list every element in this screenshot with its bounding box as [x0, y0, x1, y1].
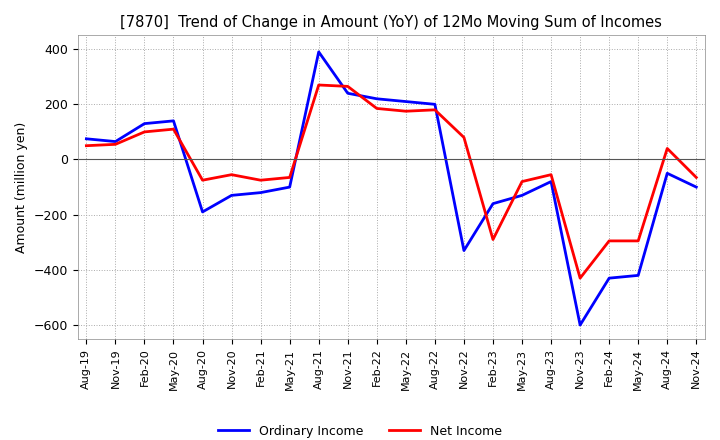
Net Income [634, 238, 642, 243]
Ordinary Income [489, 201, 498, 206]
Ordinary Income [402, 99, 410, 104]
Ordinary Income [372, 96, 381, 102]
Ordinary Income [692, 184, 701, 190]
Net Income [489, 237, 498, 242]
Ordinary Income [82, 136, 91, 141]
Legend: Ordinary Income, Net Income: Ordinary Income, Net Income [213, 420, 507, 440]
Net Income [546, 172, 555, 177]
Line: Ordinary Income: Ordinary Income [86, 52, 696, 325]
Net Income [402, 109, 410, 114]
Ordinary Income [431, 102, 439, 107]
Ordinary Income [285, 184, 294, 190]
Net Income [140, 129, 149, 135]
Net Income [169, 127, 178, 132]
Net Income [372, 106, 381, 111]
Net Income [111, 142, 120, 147]
Net Income [518, 179, 526, 184]
Net Income [576, 275, 585, 281]
Ordinary Income [605, 275, 613, 281]
Ordinary Income [256, 190, 265, 195]
Net Income [459, 135, 468, 140]
Net Income [431, 107, 439, 113]
Net Income [315, 82, 323, 88]
Net Income [605, 238, 613, 243]
Line: Net Income: Net Income [86, 85, 696, 278]
Net Income [663, 146, 672, 151]
Ordinary Income [315, 49, 323, 55]
Ordinary Income [576, 323, 585, 328]
Y-axis label: Amount (million yen): Amount (million yen) [15, 121, 28, 253]
Ordinary Income [228, 193, 236, 198]
Ordinary Income [459, 248, 468, 253]
Ordinary Income [518, 193, 526, 198]
Net Income [343, 84, 352, 89]
Net Income [82, 143, 91, 148]
Ordinary Income [111, 139, 120, 144]
Net Income [692, 175, 701, 180]
Net Income [228, 172, 236, 177]
Ordinary Income [343, 91, 352, 96]
Net Income [285, 175, 294, 180]
Title: [7870]  Trend of Change in Amount (YoY) of 12Mo Moving Sum of Incomes: [7870] Trend of Change in Amount (YoY) o… [120, 15, 662, 30]
Net Income [256, 178, 265, 183]
Ordinary Income [634, 273, 642, 278]
Ordinary Income [198, 209, 207, 215]
Ordinary Income [169, 118, 178, 124]
Ordinary Income [546, 179, 555, 184]
Ordinary Income [140, 121, 149, 126]
Net Income [198, 178, 207, 183]
Ordinary Income [663, 171, 672, 176]
